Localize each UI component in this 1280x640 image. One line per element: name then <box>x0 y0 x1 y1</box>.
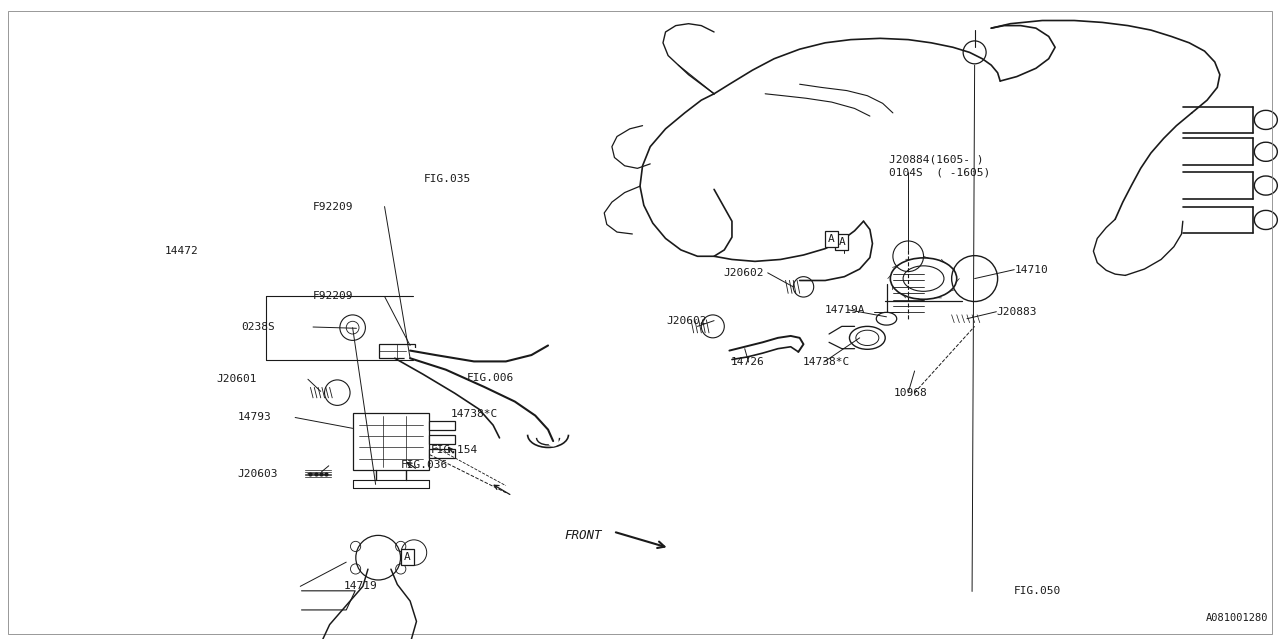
Text: J20884(1605- ): J20884(1605- ) <box>890 154 983 164</box>
Text: J20603: J20603 <box>238 468 278 479</box>
Bar <box>379 344 415 358</box>
Text: FIG.006: FIG.006 <box>466 373 513 383</box>
Bar <box>352 413 429 470</box>
Text: 14719: 14719 <box>344 581 378 591</box>
Bar <box>429 420 454 429</box>
Text: F92209: F92209 <box>314 202 353 212</box>
Text: J20602: J20602 <box>723 268 763 278</box>
Text: FIG.035: FIG.035 <box>424 173 471 184</box>
Bar <box>429 435 454 444</box>
Text: J20601: J20601 <box>216 374 256 384</box>
Text: A: A <box>404 552 411 562</box>
Text: 14719A: 14719A <box>826 305 865 315</box>
Text: 14726: 14726 <box>731 357 764 367</box>
Text: A081001280: A081001280 <box>1206 613 1268 623</box>
Text: F92209: F92209 <box>314 291 353 301</box>
Text: FRONT: FRONT <box>564 529 602 542</box>
Text: FIG.050: FIG.050 <box>1014 586 1061 596</box>
Text: A: A <box>828 234 835 244</box>
Text: 14710: 14710 <box>1014 265 1048 275</box>
Text: 14472: 14472 <box>165 246 198 256</box>
Text: FIG.154: FIG.154 <box>430 445 477 455</box>
Text: 0104S  ( -1605): 0104S ( -1605) <box>890 167 991 177</box>
Text: 10968: 10968 <box>895 388 928 397</box>
Text: J20883: J20883 <box>996 307 1037 317</box>
Text: J20602: J20602 <box>667 316 708 326</box>
Bar <box>429 449 454 458</box>
Text: 14793: 14793 <box>238 413 271 422</box>
Text: 14738*C: 14738*C <box>451 410 498 419</box>
Text: 14738*C: 14738*C <box>803 357 850 367</box>
Text: 0238S: 0238S <box>242 322 275 332</box>
Text: FIG.036: FIG.036 <box>401 460 448 470</box>
Text: A: A <box>838 237 845 246</box>
